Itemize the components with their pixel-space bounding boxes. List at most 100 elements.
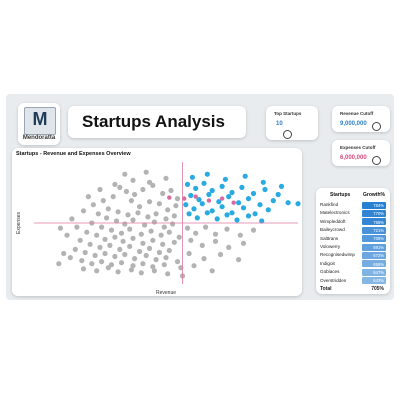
- data-point: [156, 249, 162, 256]
- data-point: [146, 199, 153, 205]
- data-point: [285, 200, 291, 206]
- data-point: [212, 231, 219, 237]
- data-point: [265, 207, 271, 213]
- table-row-value: 647%: [373, 270, 384, 275]
- data-point: [127, 243, 133, 249]
- data-point: [89, 261, 95, 267]
- data-point: [85, 194, 91, 200]
- data-point: [80, 208, 87, 214]
- data-point: [171, 213, 177, 219]
- data-point: [278, 183, 285, 189]
- data-point: [108, 227, 115, 233]
- data-point: [72, 246, 78, 252]
- data-point: [112, 234, 118, 240]
- data-point: [132, 191, 138, 198]
- growth-bar: [362, 235, 386, 243]
- data-point: [79, 258, 85, 264]
- table-header-growth[interactable]: Growth%: [363, 192, 385, 198]
- data-point: [99, 259, 105, 265]
- data-point: [212, 238, 219, 244]
- data-point: [219, 204, 225, 210]
- data-point: [87, 241, 93, 247]
- data-point: [117, 246, 123, 252]
- data-point: [151, 219, 157, 225]
- table-row-value: 643%: [373, 278, 384, 284]
- data-point: [146, 179, 153, 185]
- data-point: [165, 271, 171, 277]
- data-point: [275, 191, 281, 198]
- data-point: [199, 201, 205, 207]
- data-point: [226, 194, 232, 200]
- kpi-value: 9,000,000: [340, 121, 367, 127]
- data-point: [115, 269, 121, 275]
- data-point: [163, 175, 169, 181]
- data-point: [239, 184, 245, 190]
- data-point: [142, 222, 148, 228]
- data-point: [128, 267, 134, 273]
- table-row-name: Recognisedwimp: [320, 252, 355, 258]
- data-point: [105, 206, 111, 212]
- data-point: [117, 184, 123, 190]
- table-header-startups[interactable]: Startups: [330, 192, 351, 198]
- data-point: [69, 216, 75, 222]
- data-point: [250, 190, 257, 197]
- data-point: [153, 257, 159, 263]
- kpi-top-startups: Top Startups 10: [266, 106, 318, 140]
- data-point: [209, 187, 215, 194]
- data-point: [146, 245, 153, 251]
- data-point: [229, 210, 235, 216]
- data-point: [74, 224, 80, 230]
- data-point: [105, 265, 111, 271]
- data-point: [184, 181, 191, 187]
- data-point: [224, 226, 230, 232]
- table-row-name: Baileycrowd: [320, 227, 345, 233]
- growth-bar: [362, 243, 386, 251]
- table-row-name: Volowerry: [320, 244, 341, 249]
- data-point: [259, 218, 265, 224]
- data-point: [191, 206, 197, 212]
- table-row-value: 708%: [373, 236, 384, 242]
- data-point: [201, 256, 207, 262]
- data-point: [163, 216, 169, 222]
- data-point: [137, 248, 143, 255]
- data-point: [125, 212, 131, 218]
- table-row-name: Overstridden: [320, 277, 347, 283]
- data-point: [188, 192, 194, 199]
- data-point: [118, 260, 125, 266]
- data-point: [236, 257, 242, 263]
- kpi-expenses-cutoff: Expenses Cutoff 6,000,000: [332, 140, 390, 166]
- data-point: [132, 256, 138, 262]
- data-point: [95, 211, 101, 217]
- data-point: [186, 250, 192, 257]
- data-point: [174, 259, 181, 265]
- data-point: [168, 187, 174, 194]
- data-point: [94, 268, 100, 274]
- data-point: [97, 186, 103, 193]
- data-point: [166, 229, 172, 235]
- logo-text: Mendoratta: [22, 135, 56, 141]
- data-point: [56, 261, 62, 267]
- data-point: [217, 251, 224, 258]
- data-point: [150, 182, 156, 188]
- slider-handle[interactable]: [372, 156, 381, 165]
- data-point: [84, 229, 90, 235]
- data-point: [219, 196, 225, 201]
- data-point: [186, 211, 192, 217]
- data-point: [104, 215, 110, 221]
- data-point: [245, 213, 252, 219]
- slider-handle[interactable]: [372, 122, 381, 131]
- scatter-chart[interactable]: Revenue Expenses: [12, 148, 302, 296]
- table-row-value: 784%: [373, 202, 384, 208]
- data-point: [153, 211, 159, 217]
- kpi-value: 10: [276, 121, 283, 127]
- data-point: [206, 191, 212, 198]
- logo-m-icon: M: [32, 109, 48, 129]
- data-point: [94, 232, 100, 238]
- data-point: [67, 255, 73, 261]
- growth-bar: [362, 201, 386, 209]
- growth-bar: [362, 260, 386, 268]
- data-point: [234, 217, 240, 223]
- data-point: [240, 240, 247, 246]
- slider-handle[interactable]: [283, 130, 292, 139]
- data-point: [209, 208, 215, 214]
